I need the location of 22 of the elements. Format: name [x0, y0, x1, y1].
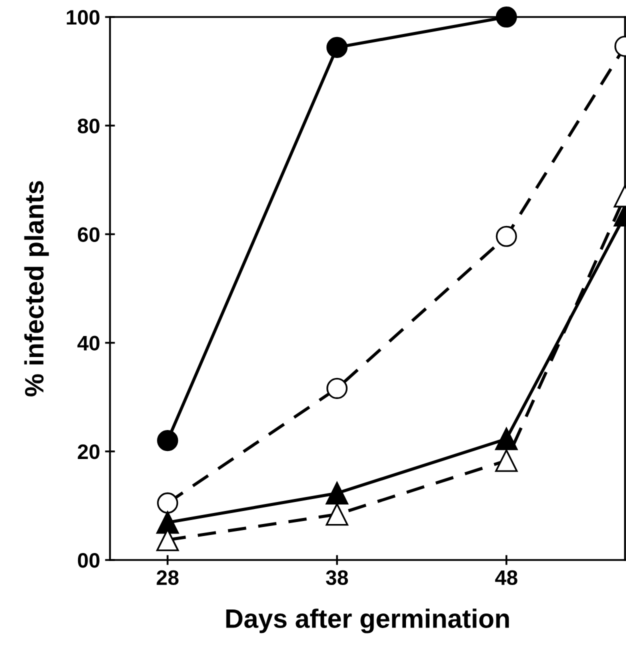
point — [496, 6, 517, 28]
point — [326, 378, 348, 399]
point — [157, 492, 178, 514]
x-tick-label: 48 — [495, 570, 518, 586]
point — [326, 482, 348, 504]
point — [495, 428, 518, 450]
y-tick-label: 40 — [77, 336, 100, 351]
point — [495, 449, 518, 472]
x-axis-title: Days after germination — [226, 608, 509, 634]
y-tick-label: 20 — [78, 444, 100, 460]
x-tick-label: 38 — [326, 570, 348, 586]
point — [157, 430, 178, 452]
y-tick-label: 00 — [78, 553, 100, 568]
y-tick-label: 80 — [78, 118, 100, 134]
y-axis-title: % infected plants — [24, 181, 49, 396]
point — [496, 226, 517, 247]
point — [326, 503, 348, 526]
point — [326, 36, 348, 58]
point — [156, 511, 179, 534]
x-tick-label: 28 — [156, 570, 179, 586]
y-tick-label: 60 — [78, 227, 100, 242]
y-tick-label: 100 — [66, 10, 100, 25]
